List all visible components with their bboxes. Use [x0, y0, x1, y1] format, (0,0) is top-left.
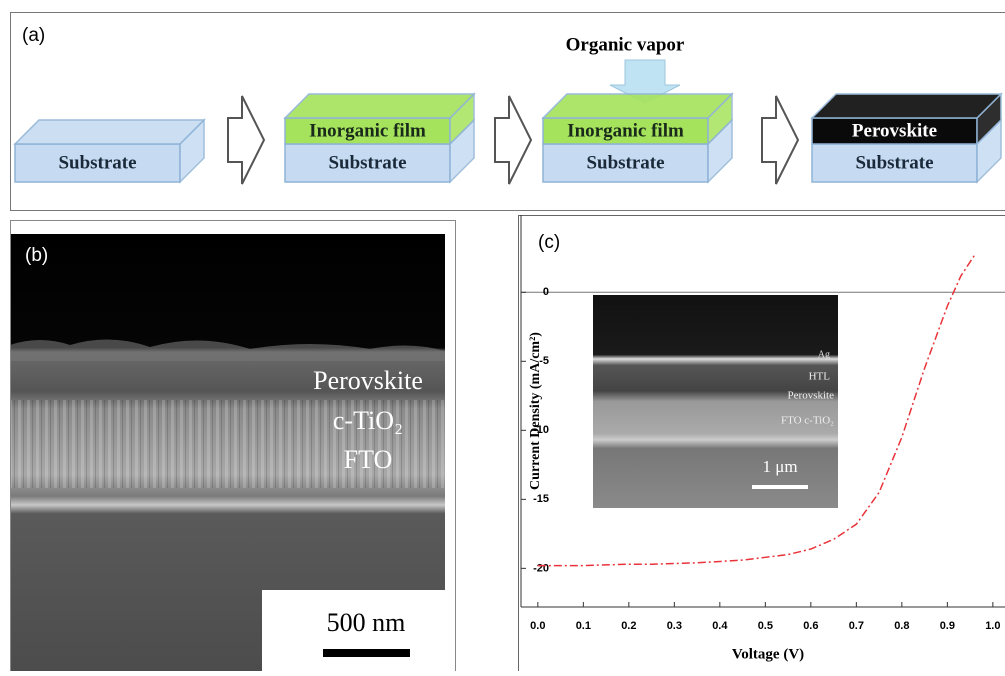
layer-label: Inorganic film	[309, 120, 426, 141]
panel-label: (a)	[22, 25, 45, 46]
x-tick-label: 0.5	[758, 620, 773, 632]
figure: (a) Organic vapor Substrate Substrate Inor…	[0, 0, 1005, 671]
x-tick-label: 1.0	[985, 620, 1000, 632]
x-tick-label: 0.9	[940, 620, 955, 632]
y-tick-label: -15	[533, 493, 549, 505]
y-axis-label: Current Density (mA/cm²)	[528, 332, 543, 490]
inset-layer-label: Ag	[818, 349, 830, 360]
layer-label: Perovskite	[852, 120, 937, 141]
layer-label: FTO	[344, 445, 393, 474]
x-tick-label: 0.3	[667, 620, 682, 632]
layer-label: Substrate	[855, 152, 933, 173]
x-tick-label: 0.2	[621, 620, 636, 632]
x-tick-label: 0.7	[849, 620, 864, 632]
y-tick-label: -20	[533, 562, 549, 574]
inset-layer-label: FTO c-TiO₂	[781, 415, 834, 427]
layer-label: Inorganic film	[567, 120, 684, 141]
layer-label: Substrate	[58, 152, 136, 173]
layer-label: Perovskite	[313, 366, 423, 395]
vapor-label: Organic vapor	[566, 34, 685, 55]
panel-label: (c)	[538, 232, 560, 253]
inset-layer-label: HTL	[809, 371, 831, 383]
x-tick-label: 0.6	[803, 620, 818, 632]
layer-top	[285, 94, 474, 118]
x-tick-label: 0.8	[894, 620, 909, 632]
layer-label: c-TiO₂	[333, 406, 403, 435]
panel-label: (b)	[25, 245, 48, 266]
layer-label: Substrate	[586, 152, 664, 173]
scale-label: 500 nm	[327, 608, 406, 637]
layer-top	[543, 94, 732, 118]
layer-top	[812, 94, 1001, 118]
x-tick-label: 0.1	[576, 620, 591, 632]
x-tick-label: 0.4	[712, 620, 728, 632]
x-tick-label: 0.0	[530, 620, 545, 632]
inset-scale-bar	[752, 485, 808, 489]
page: (a) Organic vapor Substrate Substrate Inor…	[0, 0, 1005, 671]
inset-layer-label: Perovskite	[788, 390, 835, 402]
y-tick-label: 0	[543, 286, 549, 298]
inset-scale-label: 1 μm	[762, 457, 797, 476]
x-axis-label: Voltage (V)	[732, 646, 804, 662]
layer-label: Substrate	[328, 152, 406, 173]
layer-top	[15, 120, 204, 144]
scale-bar	[323, 649, 410, 657]
